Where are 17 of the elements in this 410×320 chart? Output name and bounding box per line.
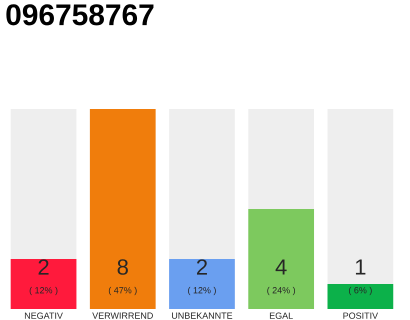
annotation: ( 47% ) <box>108 286 137 296</box>
chart-title: 096758767 <box>6 4 154 26</box>
annotation: ( 24% ) <box>267 286 296 296</box>
x-tick-label: EGAL <box>270 312 293 319</box>
x-tick-label: NEGATIV <box>24 312 63 319</box>
data-label: 4 <box>276 259 287 275</box>
data-label: 8 <box>118 259 128 275</box>
data-label: 1 <box>356 259 366 275</box>
x-tick-label: POSITIV <box>343 312 378 319</box>
annotation: ( 12% ) <box>30 286 58 296</box>
x-tick-label: UNBEKANNTE <box>172 312 232 319</box>
x-tick-label: VERWIRREND <box>92 312 153 319</box>
data-label: 2 <box>196 259 207 275</box>
bar <box>327 284 394 309</box>
annotation: ( 12% ) <box>188 286 216 296</box>
data-label: 2 <box>38 259 49 275</box>
annotation: ( 6% ) <box>348 286 372 296</box>
